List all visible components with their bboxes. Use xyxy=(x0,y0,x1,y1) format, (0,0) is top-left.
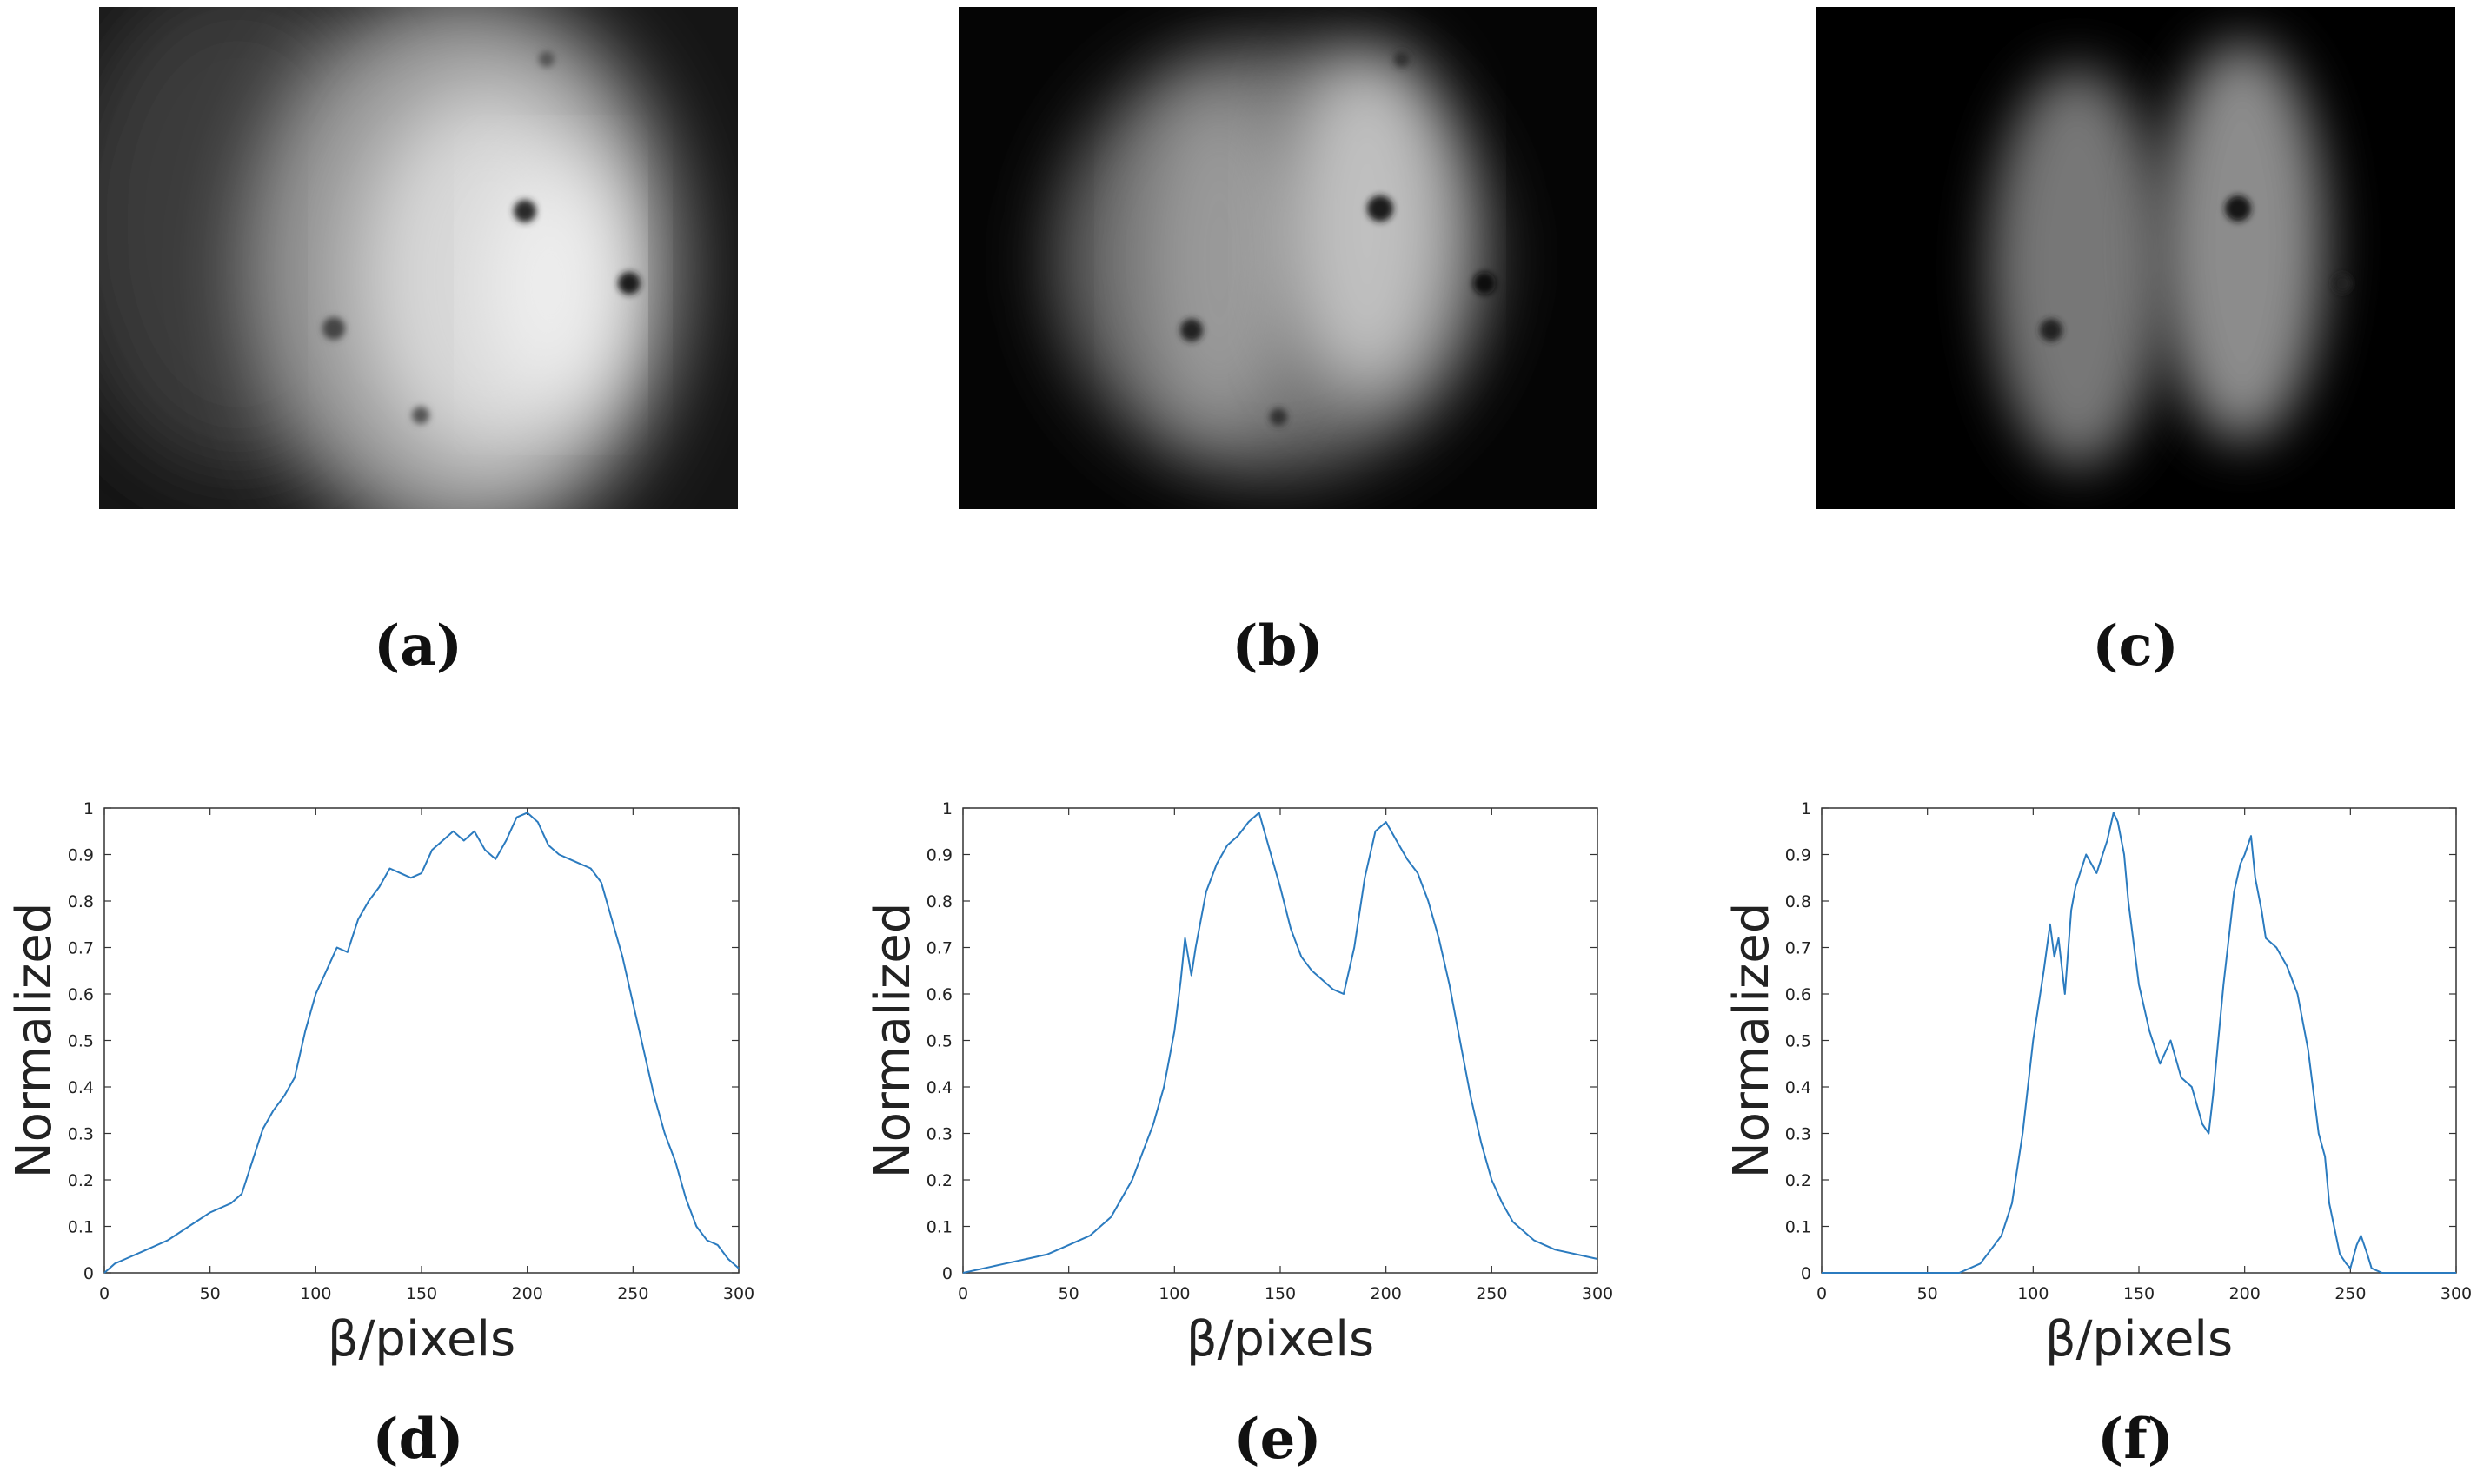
x-tick-label: 250 xyxy=(617,1284,648,1303)
particle-dot xyxy=(1270,408,1287,426)
label-a: (a) xyxy=(373,613,463,679)
y-tick-label: 0.9 xyxy=(1785,846,1811,865)
label-e: (e) xyxy=(1233,1407,1322,1472)
y-tick-label: 0.5 xyxy=(926,1032,953,1051)
particle-dot xyxy=(2225,195,2251,222)
chart-f: 0 50 100 150 200 250 300 0 0.1 0.2 0.3 0.4 0.5 0.6 0.7… xyxy=(1723,799,2472,1368)
x-tick-label: 50 xyxy=(200,1284,221,1303)
y-tick-label: 0.8 xyxy=(1785,892,1811,911)
y-tick-label: 1 xyxy=(83,799,94,818)
y-tick-label: 0.4 xyxy=(926,1078,953,1097)
x-axis-label: β/pixels xyxy=(328,1311,515,1368)
x-tick-label: 300 xyxy=(723,1284,754,1303)
image-panel-b xyxy=(959,7,1597,509)
y-tick-label: 0.3 xyxy=(926,1125,953,1144)
particle-dot xyxy=(1394,51,1410,67)
x-tick-label: 150 xyxy=(2123,1284,2155,1303)
y-tick-label: 0.8 xyxy=(926,892,953,911)
plot-frame xyxy=(1821,807,2457,1274)
y-tick-label: 0.6 xyxy=(926,985,953,1004)
y-tick-label: 0.4 xyxy=(68,1078,94,1097)
x-tick-label: 150 xyxy=(1265,1284,1296,1303)
y-tick-label: 0.2 xyxy=(68,1171,94,1190)
y-tick-label: 0.6 xyxy=(68,985,94,1004)
y-tick-label: 0.1 xyxy=(926,1218,953,1237)
x-tick-label: 300 xyxy=(2440,1284,2472,1303)
y-tick-label: 0.6 xyxy=(1785,985,1811,1004)
series-line xyxy=(962,812,1598,1274)
y-tick-label: 0 xyxy=(1801,1264,1811,1283)
y-tick-label: 0.7 xyxy=(926,939,953,958)
particle-dot xyxy=(322,317,345,340)
x-axis-label: β/pixels xyxy=(1186,1311,1374,1368)
particle-dot xyxy=(2333,274,2352,293)
y-tick-label: 0.4 xyxy=(1785,1078,1811,1097)
x-tick-label: 100 xyxy=(1159,1284,1190,1303)
label-d: (d) xyxy=(372,1407,464,1472)
y-tick-label: 0.2 xyxy=(926,1171,953,1190)
series-line xyxy=(103,812,740,1274)
microscope-image-c xyxy=(1816,7,2455,509)
microscope-image-b xyxy=(959,7,1597,509)
y-axis-label: Normalized xyxy=(1723,903,1780,1179)
x-tick-label: 150 xyxy=(406,1284,437,1303)
y-tick-label: 0 xyxy=(83,1264,94,1283)
particle-dot xyxy=(618,272,641,295)
y-tick-label: 0 xyxy=(942,1264,953,1283)
microscope-image-a xyxy=(99,7,738,509)
y-tick-label: 0.9 xyxy=(926,846,953,865)
y-tick-label: 0.5 xyxy=(68,1032,94,1051)
x-tick-label: 0 xyxy=(958,1284,968,1303)
y-tick-label: 0.5 xyxy=(1785,1032,1811,1051)
y-tick-label: 1 xyxy=(942,799,953,818)
particle-dot xyxy=(539,51,555,67)
series-line xyxy=(1822,812,2456,1274)
label-f: (f) xyxy=(2096,1407,2175,1472)
y-axis-label: Normalized xyxy=(865,903,921,1179)
y-axis-label: Normalized xyxy=(6,903,63,1179)
x-tick-label: 200 xyxy=(2229,1284,2261,1303)
x-axis-label: β/pixels xyxy=(2045,1311,2233,1368)
particle-dot xyxy=(1180,319,1203,341)
x-tick-label: 250 xyxy=(1476,1284,1507,1303)
plot-frame xyxy=(962,807,1598,1274)
y-tick-label: 0.1 xyxy=(1785,1218,1811,1237)
particle-dot xyxy=(2040,319,2062,341)
particle-dot xyxy=(1473,272,1496,295)
x-tick-label: 300 xyxy=(1582,1284,1613,1303)
label-c: (c) xyxy=(2092,613,2179,679)
x-tick-label: 100 xyxy=(300,1284,331,1303)
y-tick-label: 0.7 xyxy=(68,939,94,958)
chart-e: 0 50 100 150 200 250 300 0 0.1 0.2 0.3 0.4 0.5 0.6 0.7… xyxy=(865,799,1613,1368)
x-tick-label: 50 xyxy=(1059,1284,1079,1303)
y-tick-label: 0.3 xyxy=(1785,1125,1811,1144)
plot-frame xyxy=(103,807,740,1274)
x-tick-label: 50 xyxy=(1917,1284,1938,1303)
y-tick-label: 0.2 xyxy=(1785,1171,1811,1190)
y-tick-label: 0.8 xyxy=(68,892,94,911)
x-tick-label: 200 xyxy=(512,1284,543,1303)
particle-dot xyxy=(514,200,536,222)
x-tick-label: 250 xyxy=(2334,1284,2366,1303)
image-panel-a xyxy=(99,7,738,509)
chart-d: 0 50 100 150 200 250 300 0 0.1 0.2 0.3 0.4 0.5 0.6 0.7… xyxy=(6,799,754,1368)
y-tick-label: 1 xyxy=(1801,799,1811,818)
x-tick-label: 0 xyxy=(1816,1284,1827,1303)
y-tick-label: 0.1 xyxy=(68,1218,94,1237)
x-tick-label: 200 xyxy=(1371,1284,1402,1303)
particle-dot xyxy=(1367,195,1393,222)
image-panel-c xyxy=(1816,7,2455,509)
particle-dot xyxy=(412,407,429,424)
x-tick-label: 100 xyxy=(2017,1284,2049,1303)
x-tick-label: 0 xyxy=(99,1284,110,1303)
y-tick-label: 0.7 xyxy=(1785,939,1811,958)
y-tick-label: 0.3 xyxy=(68,1125,94,1144)
y-tick-label: 0.9 xyxy=(68,846,94,865)
label-b: (b) xyxy=(1232,613,1324,679)
